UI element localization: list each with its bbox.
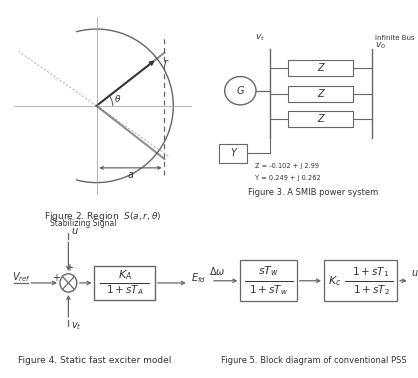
Text: +: + [65, 263, 74, 273]
Text: $K_A$: $K_A$ [117, 268, 132, 282]
Text: G: G [237, 86, 244, 96]
Text: $sT_w$: $sT_w$ [258, 264, 279, 278]
Text: $1 + sT_A$: $1 + sT_A$ [106, 284, 143, 297]
Text: Y = 0.249 + j 0.262: Y = 0.249 + j 0.262 [255, 175, 321, 181]
Text: $v_t$: $v_t$ [71, 321, 82, 332]
Text: $\theta$: $\theta$ [114, 93, 122, 104]
Text: +: + [51, 273, 59, 283]
Text: $r$: $r$ [163, 57, 169, 68]
Text: Figure 5. Block diagram of conventional PSS: Figure 5. Block diagram of conventional … [221, 356, 406, 366]
Text: Stabilizing Signal: Stabilizing Signal [50, 219, 117, 228]
Text: $u$: $u$ [411, 268, 418, 279]
Text: Z: Z [318, 63, 324, 73]
Text: $1 + sT_w$: $1 + sT_w$ [249, 284, 288, 297]
Text: $\Delta\omega$: $\Delta\omega$ [209, 265, 225, 277]
Text: $E_{fd}$: $E_{fd}$ [191, 271, 206, 285]
Text: $u$: $u$ [71, 226, 79, 236]
Text: Infinite Bus: Infinite Bus [375, 35, 415, 41]
Text: Y: Y [230, 148, 236, 158]
Text: $1 + sT_2$: $1 + sT_2$ [352, 283, 390, 297]
Text: Z = -0.102 + j 2.99: Z = -0.102 + j 2.99 [255, 163, 319, 169]
Text: $v_0$: $v_0$ [375, 40, 386, 51]
Text: Z: Z [318, 88, 324, 99]
Text: Figure 2. Region  $S(a,r,\theta)$: Figure 2. Region $S(a,r,\theta)$ [43, 210, 161, 223]
Text: $K_c$: $K_c$ [328, 274, 342, 288]
Text: Figure 4. Static fast exciter model: Figure 4. Static fast exciter model [18, 356, 171, 366]
Text: Z: Z [318, 114, 324, 124]
Text: $v_t$: $v_t$ [255, 33, 265, 43]
Text: $1 + sT_1$: $1 + sT_1$ [352, 265, 390, 279]
Text: $a$: $a$ [127, 170, 134, 180]
Text: $V_{ref}$: $V_{ref}$ [12, 270, 31, 284]
Text: Figure 3. A SMIB power system: Figure 3. A SMIB power system [248, 187, 379, 197]
